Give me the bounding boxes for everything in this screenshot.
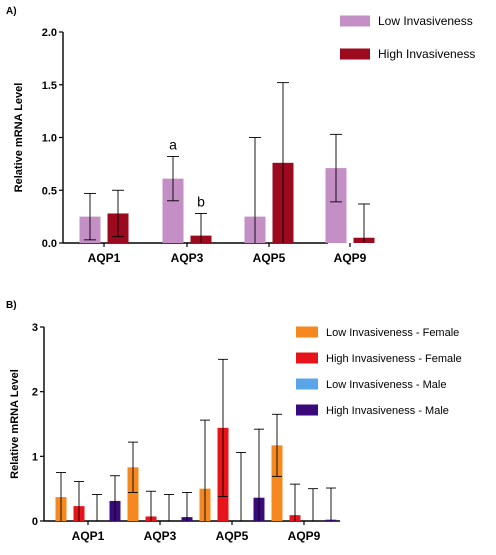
annotation-label: b	[197, 193, 205, 209]
legend-swatch	[296, 326, 318, 338]
x-tick-label: AQP3	[144, 529, 177, 543]
x-tick-label: AQP1	[72, 529, 105, 543]
bar	[127, 467, 139, 521]
legend-swatch	[296, 404, 318, 416]
x-tick-label: AQP5	[216, 529, 249, 543]
legend-label: Low Invasiveness - Male	[326, 379, 446, 391]
x-tick-label: AQP9	[334, 251, 367, 265]
panel-b-label: B)	[6, 300, 17, 311]
y-tick-label: 0	[32, 516, 38, 528]
chart-a: 0.0 0.5 1.0 1.5 2.0 Relative mRNA Level AQP1 AQ…	[13, 14, 475, 265]
legend-label: Low Invasiveness	[378, 14, 473, 28]
y-tick-label: 2	[32, 387, 38, 399]
legend-swatch	[340, 48, 370, 60]
annotation-label: a	[169, 136, 177, 152]
x-tick-label: AQP1	[88, 251, 121, 265]
y-tick-label: 1	[32, 451, 38, 463]
legend-swatch	[340, 15, 370, 27]
chart-b: 0 1 2 3 Relative mRNA Level AQP1 AQP3 AQP5 AQP9 L…	[9, 322, 462, 543]
legend-swatch	[296, 378, 318, 390]
y-tick-label: 1.0	[42, 133, 57, 145]
legend-swatch	[296, 352, 318, 364]
legend-label: High Invasiveness	[378, 47, 475, 61]
y-tick-label: 0.0	[42, 238, 57, 250]
x-tick-label: AQP3	[171, 251, 204, 265]
panel-a-label: A)	[6, 6, 17, 17]
legend-label: High Invasiveness - Male	[326, 405, 449, 417]
bar	[325, 168, 347, 243]
y-tick-label: 3	[32, 322, 38, 334]
bar	[162, 178, 184, 243]
y-tick-label: 0.5	[42, 185, 57, 197]
y-tick-label: 1.5	[42, 80, 57, 92]
y-tick-label: 2.0	[42, 27, 57, 39]
bar	[271, 445, 283, 521]
x-tick-label: AQP9	[288, 529, 321, 543]
y-axis-title: Relative mRNA Level	[9, 369, 21, 479]
y-axis-title: Relative mRNA Level	[13, 83, 25, 193]
legend-label: Low Invasiveness - Female	[326, 327, 459, 339]
x-tick-label: AQP5	[253, 251, 286, 265]
legend-label: High Invasiveness - Female	[326, 353, 462, 365]
